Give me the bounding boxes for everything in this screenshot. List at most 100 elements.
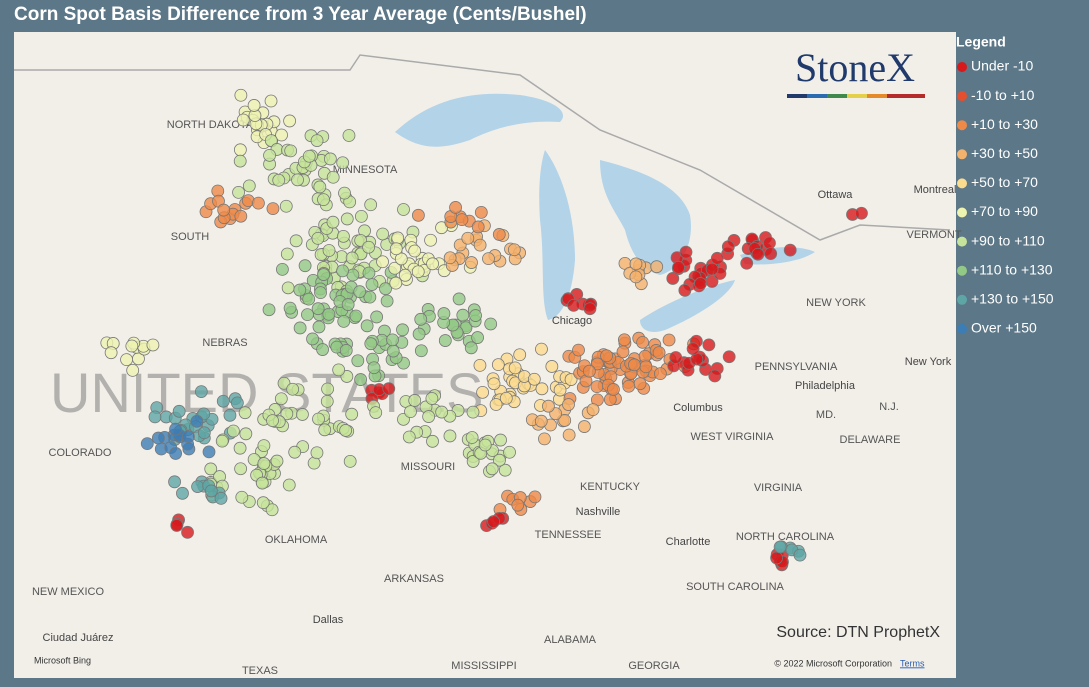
map-label: VIRGINIA (754, 482, 803, 494)
station-point (264, 94, 278, 108)
station-point (310, 134, 324, 147)
legend-swatch (957, 91, 967, 102)
station-point (473, 358, 487, 372)
station-point (336, 264, 349, 278)
station-point (262, 303, 276, 317)
station-point (535, 382, 549, 396)
station-point (233, 154, 247, 168)
station-point (494, 433, 507, 447)
station-point (669, 351, 683, 364)
station-point (538, 432, 551, 446)
station-point (465, 431, 479, 444)
station-point (702, 338, 716, 352)
station-point (722, 350, 736, 364)
station-point (236, 113, 250, 127)
station-point (349, 309, 363, 323)
source: Source: DTN ProphetX (776, 624, 940, 641)
station-point (493, 453, 506, 467)
station-point (354, 209, 368, 223)
station-point (265, 503, 279, 517)
station-point (389, 242, 403, 256)
station-point (558, 414, 572, 427)
station-point (342, 129, 356, 142)
station-point (426, 434, 439, 448)
station-point (340, 212, 354, 226)
station-point (336, 156, 350, 170)
station-point (283, 301, 297, 315)
station-point (233, 143, 247, 157)
station-point (238, 406, 252, 420)
bing-logo: Microsoft Bing (34, 655, 91, 665)
station-point (227, 424, 240, 438)
station-point (288, 445, 302, 459)
station-point (197, 426, 211, 440)
station-point (773, 540, 787, 554)
map-label: SOUTH (171, 231, 210, 243)
station-point (710, 251, 724, 265)
station-point (272, 173, 286, 187)
station-point (104, 346, 118, 360)
station-point (310, 446, 324, 460)
legend-swatch (957, 265, 967, 276)
station-point (364, 198, 378, 212)
station-point (590, 357, 604, 371)
station-point (234, 209, 248, 223)
station-point (376, 255, 389, 269)
station-point (312, 412, 325, 426)
terms-link[interactable]: Terms (900, 658, 925, 668)
city-label: Ciudad Juárez (43, 632, 114, 644)
station-point (503, 445, 516, 459)
station-point (396, 323, 409, 337)
station-point (339, 424, 353, 437)
legend-swatch (957, 120, 967, 131)
station-point (577, 420, 591, 433)
station-point (242, 179, 256, 193)
station-point (404, 405, 417, 419)
station-point (388, 261, 402, 275)
station-point (633, 377, 647, 391)
map-label: N.J. (879, 401, 899, 413)
station-point (337, 229, 350, 243)
station-point (678, 283, 692, 297)
station-point (408, 244, 422, 258)
station-point (751, 247, 765, 261)
station-point (672, 260, 685, 274)
legend-label: +130 to +150 (971, 291, 1054, 307)
station-point (411, 208, 425, 222)
station-point (411, 265, 425, 279)
station-point (629, 270, 643, 284)
station-point (386, 344, 400, 358)
city-label: Dallas (313, 614, 344, 626)
station-point (235, 490, 249, 504)
station-point (326, 215, 340, 229)
station-point (452, 292, 466, 306)
station-point (120, 353, 133, 367)
map-label: KENTUCKY (580, 481, 641, 493)
station-point (471, 331, 484, 344)
station-point (255, 476, 269, 490)
station-point (770, 551, 783, 565)
map-label: NEW MEXICO (32, 586, 105, 598)
station-point (275, 128, 288, 142)
station-point (281, 281, 295, 295)
station-point (280, 247, 294, 261)
station-point (491, 358, 505, 372)
copyright: © 2022 Microsoft Corporation (774, 658, 892, 668)
station-point (293, 283, 307, 297)
station-point (302, 292, 316, 306)
legend-label: Over +150 (971, 320, 1037, 336)
station-point (360, 319, 374, 333)
station-point (425, 392, 439, 405)
city-label: Philadelphia (795, 380, 856, 392)
station-point (337, 314, 351, 328)
station-point (266, 202, 280, 216)
station-point (527, 372, 541, 386)
station-point (586, 403, 600, 417)
station-point (289, 234, 303, 248)
station-point (600, 349, 613, 363)
map-label: ARKANSAS (384, 573, 444, 585)
station-point (562, 428, 576, 442)
station-point (140, 437, 154, 451)
station-point (455, 213, 469, 227)
